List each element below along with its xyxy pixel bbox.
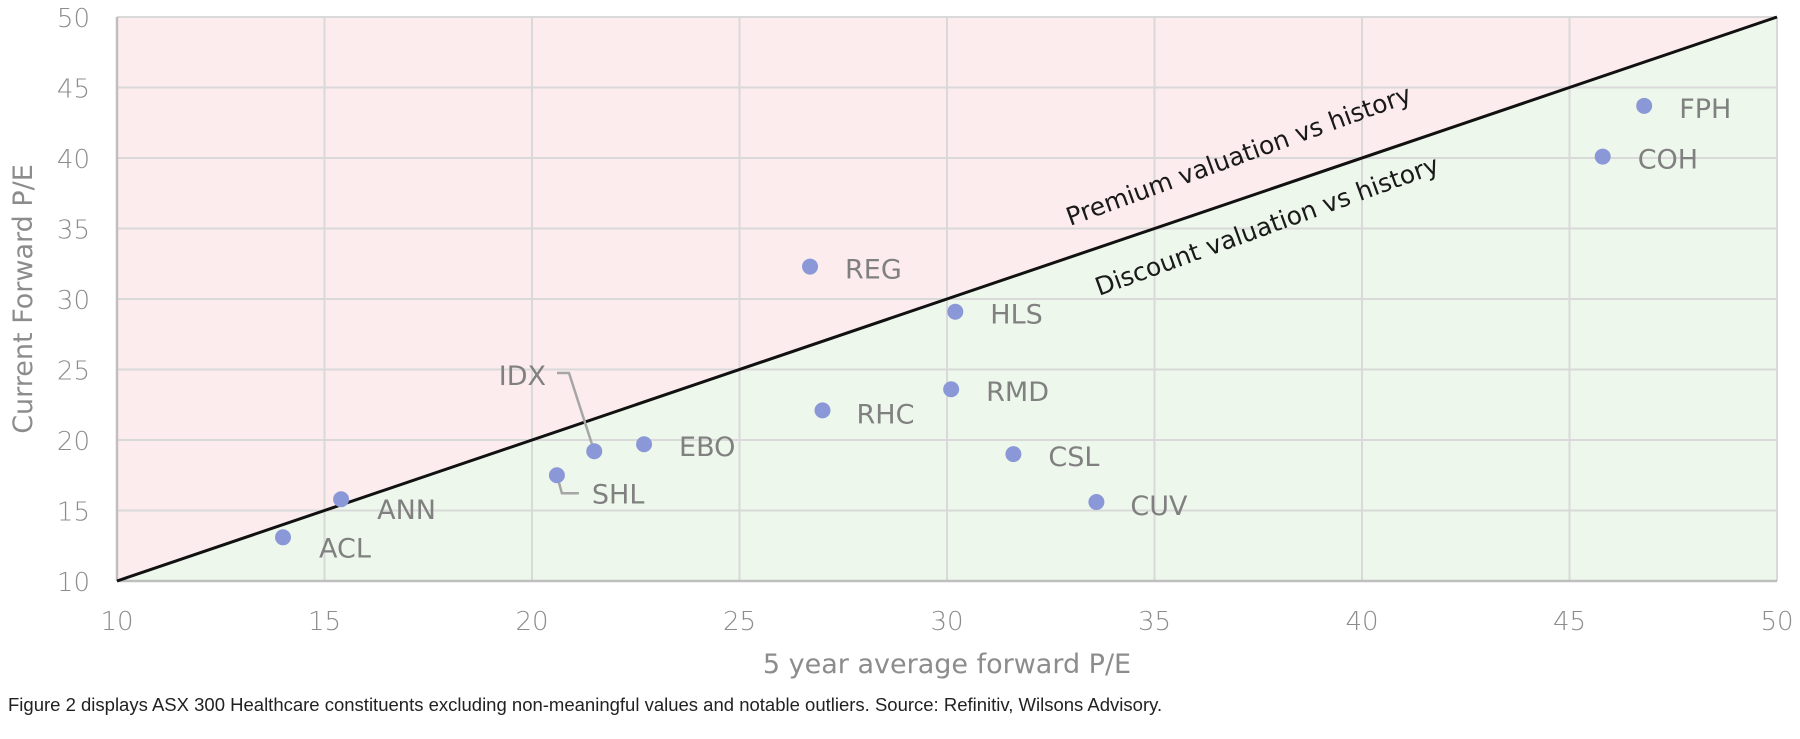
x-tick-label: 35	[1138, 607, 1171, 637]
data-point-shl	[548, 467, 565, 484]
figure-caption: Figure 2 displays ASX 300 Healthcare con…	[8, 694, 1163, 715]
y-tick-label: 50	[57, 4, 90, 34]
idx-leader-line	[557, 371, 596, 452]
data-point-fph	[1636, 97, 1653, 114]
data-point-ebo	[636, 436, 653, 453]
y-tick-label: 15	[57, 498, 90, 528]
point-label-rmd: RMD	[986, 377, 1049, 408]
y-tick-label: 20	[57, 427, 90, 457]
x-tick-label: 25	[723, 607, 756, 637]
tick-labels: 10 15 20 25 30 35 40 45 50 10 15 20 25 30 35 40 45 50	[57, 4, 1794, 637]
y-tick-label: 10	[57, 568, 90, 598]
data-point-reg	[802, 258, 819, 275]
data-point-cuv	[1088, 494, 1105, 511]
point-label-idx: IDX	[499, 361, 546, 392]
point-label-ann: ANN	[377, 495, 436, 526]
point-label-shl: SHL	[592, 479, 644, 510]
x-tick-label: 40	[1345, 607, 1378, 637]
y-tick-label: 35	[57, 216, 90, 246]
point-label-reg: REG	[845, 255, 902, 286]
data-points	[275, 97, 1653, 546]
data-point-hls	[947, 303, 964, 320]
x-axis-title: 5 year average forward P/E	[763, 649, 1131, 680]
reference-line	[116, 15, 1778, 583]
data-point-acl	[275, 529, 291, 546]
point-label-coh: COH	[1638, 145, 1698, 176]
parity-line	[116, 15, 1778, 583]
data-point-ann	[333, 491, 350, 508]
point-label-acl: ACL	[319, 533, 371, 564]
y-tick-label: 25	[57, 357, 90, 387]
data-point-rhc	[814, 402, 831, 419]
point-label-fph: FPH	[1679, 94, 1731, 125]
point-label-ebo: EBO	[679, 432, 735, 463]
data-point-idx	[586, 443, 603, 460]
y-axis-title: Current Forward P/E	[8, 164, 39, 434]
point-label-rhc: RHC	[857, 399, 915, 430]
data-point-coh	[1594, 148, 1611, 165]
y-tick-label: 40	[57, 145, 90, 175]
x-tick-label: 20	[515, 607, 548, 637]
y-tick-label: 30	[57, 286, 90, 316]
axes	[115, 17, 1777, 583]
x-tick-label: 15	[308, 607, 341, 637]
data-point-csl	[1005, 446, 1022, 463]
x-tick-label: 50	[1760, 607, 1793, 637]
point-label-cuv: CUV	[1130, 491, 1188, 522]
x-tick-label: 10	[100, 607, 133, 637]
y-tick-label: 45	[57, 75, 90, 105]
point-label-hls: HLS	[990, 300, 1042, 331]
point-label-csl: CSL	[1048, 442, 1099, 473]
x-tick-label: 30	[930, 607, 963, 637]
data-point-rmd	[943, 381, 960, 398]
x-tick-label: 45	[1553, 607, 1586, 637]
